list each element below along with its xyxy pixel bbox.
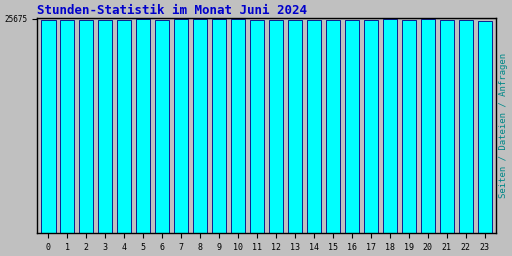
- Bar: [155, 20, 169, 233]
- Bar: [440, 20, 454, 233]
- Bar: [288, 20, 302, 233]
- Bar: [345, 20, 359, 233]
- Bar: [193, 19, 207, 233]
- Bar: [326, 20, 340, 233]
- Bar: [250, 20, 264, 233]
- Bar: [60, 20, 74, 233]
- Text: Stunden-Statistik im Monat Juni 2024: Stunden-Statistik im Monat Juni 2024: [37, 4, 307, 17]
- Bar: [307, 20, 321, 233]
- Bar: [459, 20, 473, 233]
- Bar: [478, 21, 492, 233]
- Bar: [41, 20, 55, 233]
- Bar: [402, 20, 416, 233]
- Bar: [382, 19, 397, 233]
- Bar: [212, 19, 226, 233]
- Bar: [98, 20, 113, 233]
- Y-axis label: Seiten / Dateien / Anfragen: Seiten / Dateien / Anfragen: [499, 53, 508, 198]
- Bar: [364, 20, 378, 233]
- Bar: [79, 20, 94, 233]
- Bar: [136, 19, 151, 233]
- Bar: [231, 19, 245, 233]
- Bar: [117, 20, 132, 233]
- Bar: [269, 20, 283, 233]
- Bar: [174, 19, 188, 233]
- Bar: [421, 19, 435, 233]
